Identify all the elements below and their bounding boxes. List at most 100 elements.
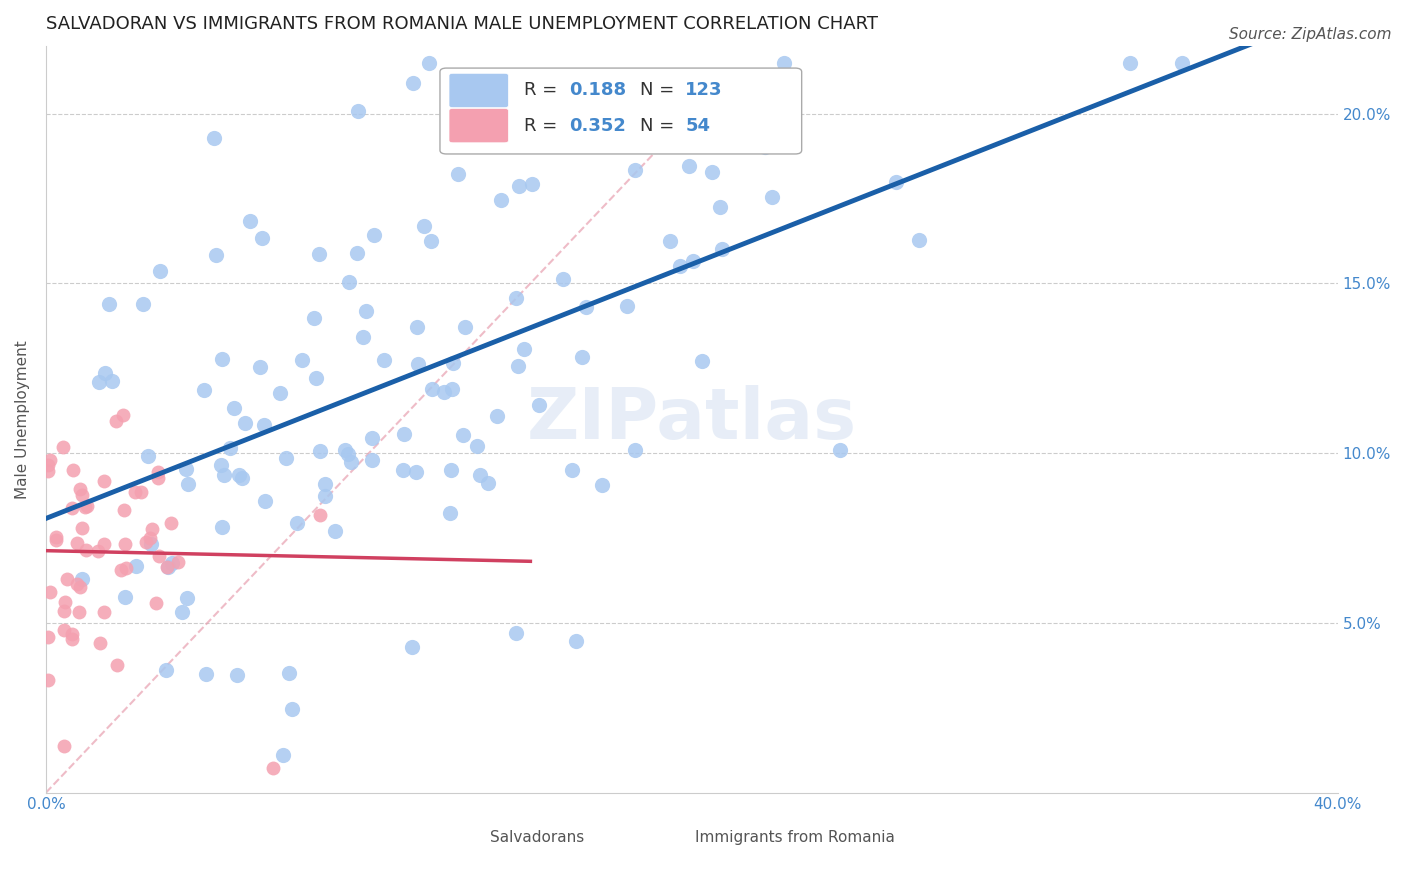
Salvadorans bbox=[363, 228, 385, 243]
Salvadorans bbox=[575, 300, 598, 314]
Salvadorans bbox=[337, 447, 360, 461]
Text: ZIPatlas: ZIPatlas bbox=[527, 384, 856, 454]
Immigrants from Romania bbox=[139, 531, 162, 545]
Salvadorans bbox=[340, 455, 363, 469]
Immigrants from Romania bbox=[156, 560, 179, 574]
Salvadorans bbox=[406, 357, 429, 371]
Immigrants from Romania bbox=[309, 508, 332, 523]
Salvadorans bbox=[160, 556, 183, 570]
Immigrants from Romania bbox=[52, 440, 75, 454]
Salvadorans bbox=[401, 640, 423, 654]
Salvadorans bbox=[211, 352, 233, 367]
Immigrants from Romania bbox=[75, 542, 97, 557]
Salvadorans bbox=[477, 476, 499, 491]
Immigrants from Romania bbox=[112, 408, 135, 422]
Immigrants from Romania bbox=[52, 624, 75, 638]
Salvadorans bbox=[346, 104, 368, 119]
Salvadorans bbox=[709, 200, 731, 214]
Salvadorans bbox=[314, 490, 336, 504]
Salvadorans bbox=[1171, 55, 1194, 70]
FancyBboxPatch shape bbox=[440, 68, 801, 154]
Salvadorans bbox=[281, 702, 304, 716]
Immigrants from Romania bbox=[62, 463, 84, 477]
Immigrants from Romania bbox=[112, 503, 135, 517]
Salvadorans bbox=[565, 634, 588, 648]
Salvadorans bbox=[346, 246, 368, 260]
Salvadorans bbox=[176, 591, 198, 605]
Immigrants from Romania bbox=[67, 605, 90, 619]
Immigrants from Romania bbox=[141, 522, 163, 536]
Salvadorans bbox=[439, 506, 461, 520]
Salvadorans bbox=[439, 463, 461, 477]
Salvadorans bbox=[114, 591, 136, 605]
Salvadorans bbox=[486, 409, 509, 424]
Salvadorans bbox=[392, 427, 415, 442]
Immigrants from Romania bbox=[56, 573, 79, 587]
Salvadorans bbox=[125, 559, 148, 574]
Salvadorans bbox=[314, 476, 336, 491]
Salvadorans bbox=[323, 524, 346, 539]
Immigrants from Romania bbox=[146, 470, 169, 484]
Immigrants from Romania bbox=[115, 560, 138, 574]
Salvadorans bbox=[139, 537, 162, 551]
Immigrants from Romania bbox=[167, 555, 190, 569]
Immigrants from Romania bbox=[60, 632, 83, 646]
Salvadorans bbox=[419, 235, 441, 249]
Text: R =: R = bbox=[524, 117, 562, 135]
Salvadorans bbox=[441, 355, 464, 369]
Salvadorans bbox=[337, 275, 360, 289]
Salvadorans bbox=[239, 214, 262, 228]
Salvadorans bbox=[333, 442, 356, 457]
Text: SALVADORAN VS IMMIGRANTS FROM ROMANIA MALE UNEMPLOYMENT CORRELATION CHART: SALVADORAN VS IMMIGRANTS FROM ROMANIA MA… bbox=[46, 15, 877, 33]
Salvadorans bbox=[233, 416, 256, 430]
Salvadorans bbox=[505, 291, 527, 305]
Salvadorans bbox=[202, 131, 225, 145]
FancyBboxPatch shape bbox=[449, 109, 509, 143]
Salvadorans bbox=[505, 626, 527, 640]
Immigrants from Romania bbox=[37, 458, 59, 472]
Immigrants from Romania bbox=[60, 500, 83, 515]
Immigrants from Romania bbox=[69, 580, 91, 594]
Immigrants from Romania bbox=[69, 482, 91, 496]
Salvadorans bbox=[308, 246, 330, 260]
Salvadorans bbox=[623, 162, 645, 177]
Salvadorans bbox=[193, 383, 215, 397]
Text: 54: 54 bbox=[685, 117, 710, 135]
Salvadorans bbox=[479, 77, 502, 91]
FancyBboxPatch shape bbox=[430, 828, 475, 849]
Salvadorans bbox=[534, 106, 557, 120]
Salvadorans bbox=[772, 55, 794, 70]
Immigrants from Romania bbox=[37, 631, 59, 645]
Salvadorans bbox=[908, 233, 931, 247]
Text: 0.352: 0.352 bbox=[569, 117, 626, 135]
Salvadorans bbox=[669, 259, 692, 273]
Immigrants from Romania bbox=[148, 549, 170, 563]
Salvadorans bbox=[278, 665, 301, 680]
Salvadorans bbox=[291, 352, 314, 367]
Salvadorans bbox=[70, 572, 93, 586]
Salvadorans bbox=[465, 439, 488, 453]
Salvadorans bbox=[433, 384, 456, 399]
Salvadorans bbox=[678, 160, 700, 174]
Immigrants from Romania bbox=[75, 500, 97, 514]
Salvadorans bbox=[754, 139, 776, 153]
Immigrants from Romania bbox=[66, 576, 89, 591]
Salvadorans bbox=[830, 443, 852, 458]
Immigrants from Romania bbox=[93, 537, 115, 551]
Salvadorans bbox=[508, 178, 530, 193]
Salvadorans bbox=[360, 452, 382, 467]
Text: N =: N = bbox=[640, 81, 681, 100]
Salvadorans bbox=[271, 747, 294, 762]
Salvadorans bbox=[506, 359, 529, 373]
Immigrants from Romania bbox=[105, 414, 128, 428]
Salvadorans bbox=[276, 451, 298, 466]
Salvadorans bbox=[148, 264, 170, 278]
Text: R =: R = bbox=[524, 81, 562, 100]
Salvadorans bbox=[418, 55, 440, 70]
Salvadorans bbox=[177, 477, 200, 491]
Immigrants from Romania bbox=[53, 595, 76, 609]
Salvadorans bbox=[690, 354, 713, 368]
Immigrants from Romania bbox=[93, 474, 115, 488]
Immigrants from Romania bbox=[37, 673, 59, 688]
Salvadorans bbox=[392, 462, 415, 476]
